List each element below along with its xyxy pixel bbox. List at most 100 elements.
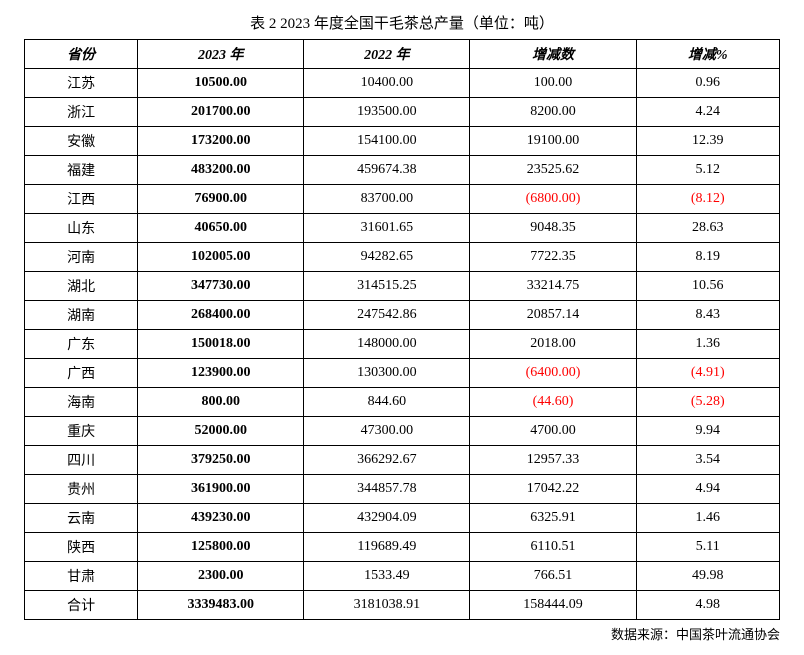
cell-province: 河南 (25, 243, 138, 272)
cell-diff: (44.60) (470, 388, 636, 417)
cell-diff: 19100.00 (470, 127, 636, 156)
cell-diff: 7722.35 (470, 243, 636, 272)
table-title: 表 2 2023 年度全国干毛茶总产量（单位：吨） (24, 12, 780, 33)
cell-pct: 10.56 (636, 272, 779, 301)
col-2023: 2023 年 (138, 40, 304, 69)
cell-2022: 3181038.91 (304, 591, 470, 620)
cell-province: 海南 (25, 388, 138, 417)
table-row: 重庆52000.0047300.004700.009.94 (25, 417, 780, 446)
col-province: 省份 (25, 40, 138, 69)
cell-province: 江西 (25, 185, 138, 214)
cell-pct: 5.12 (636, 156, 779, 185)
cell-2022: 1533.49 (304, 562, 470, 591)
cell-pct: 28.63 (636, 214, 779, 243)
cell-diff: 100.00 (470, 69, 636, 98)
table-row: 陕西125800.00119689.496110.515.11 (25, 533, 780, 562)
cell-2022: 366292.67 (304, 446, 470, 475)
table-row: 湖北347730.00314515.2533214.7510.56 (25, 272, 780, 301)
table-row: 云南439230.00432904.096325.911.46 (25, 504, 780, 533)
cell-2023: 76900.00 (138, 185, 304, 214)
cell-diff: 9048.35 (470, 214, 636, 243)
cell-pct: 8.43 (636, 301, 779, 330)
cell-2023: 123900.00 (138, 359, 304, 388)
cell-2023: 150018.00 (138, 330, 304, 359)
cell-2023: 800.00 (138, 388, 304, 417)
cell-pct: 3.54 (636, 446, 779, 475)
cell-2023: 10500.00 (138, 69, 304, 98)
cell-2023: 439230.00 (138, 504, 304, 533)
data-table: 省份 2023 年 2022 年 增减数 增减% 江苏10500.0010400… (24, 39, 780, 620)
col-pct: 增减% (636, 40, 779, 69)
cell-province: 四川 (25, 446, 138, 475)
cell-province: 湖北 (25, 272, 138, 301)
cell-pct: 4.94 (636, 475, 779, 504)
cell-province: 广西 (25, 359, 138, 388)
cell-pct: 5.11 (636, 533, 779, 562)
cell-2023: 52000.00 (138, 417, 304, 446)
cell-diff: 33214.75 (470, 272, 636, 301)
cell-2023: 483200.00 (138, 156, 304, 185)
cell-province: 陕西 (25, 533, 138, 562)
table-row: 合计3339483.003181038.91158444.094.98 (25, 591, 780, 620)
cell-2023: 2300.00 (138, 562, 304, 591)
col-2022: 2022 年 (304, 40, 470, 69)
cell-2023: 268400.00 (138, 301, 304, 330)
cell-diff: 8200.00 (470, 98, 636, 127)
table-row: 江西76900.0083700.00(6800.00)(8.12) (25, 185, 780, 214)
cell-province: 江苏 (25, 69, 138, 98)
cell-2023: 173200.00 (138, 127, 304, 156)
cell-pct: 0.96 (636, 69, 779, 98)
cell-2023: 379250.00 (138, 446, 304, 475)
table-row: 四川379250.00366292.6712957.333.54 (25, 446, 780, 475)
cell-province: 云南 (25, 504, 138, 533)
cell-2023: 361900.00 (138, 475, 304, 504)
cell-province: 安徽 (25, 127, 138, 156)
cell-province: 甘肃 (25, 562, 138, 591)
cell-pct: 12.39 (636, 127, 779, 156)
cell-diff: 6110.51 (470, 533, 636, 562)
data-source: 数据来源：中国茶叶流通协会 (24, 624, 780, 643)
cell-2022: 154100.00 (304, 127, 470, 156)
cell-diff: 4700.00 (470, 417, 636, 446)
cell-2022: 344857.78 (304, 475, 470, 504)
cell-province: 湖南 (25, 301, 138, 330)
table-row: 湖南268400.00247542.8620857.148.43 (25, 301, 780, 330)
cell-pct: 1.36 (636, 330, 779, 359)
cell-diff: 12957.33 (470, 446, 636, 475)
cell-diff: 20857.14 (470, 301, 636, 330)
table-row: 海南800.00844.60(44.60)(5.28) (25, 388, 780, 417)
cell-2022: 10400.00 (304, 69, 470, 98)
table-row: 浙江201700.00193500.008200.004.24 (25, 98, 780, 127)
col-diff: 增减数 (470, 40, 636, 69)
cell-2023: 347730.00 (138, 272, 304, 301)
table-row: 广东150018.00148000.002018.001.36 (25, 330, 780, 359)
table-row: 甘肃2300.001533.49766.5149.98 (25, 562, 780, 591)
table-row: 贵州361900.00344857.7817042.224.94 (25, 475, 780, 504)
table-row: 河南102005.0094282.657722.358.19 (25, 243, 780, 272)
cell-2022: 148000.00 (304, 330, 470, 359)
table-row: 山东40650.0031601.659048.3528.63 (25, 214, 780, 243)
cell-diff: 17042.22 (470, 475, 636, 504)
cell-2022: 119689.49 (304, 533, 470, 562)
table-row: 安徽173200.00154100.0019100.0012.39 (25, 127, 780, 156)
cell-pct: 49.98 (636, 562, 779, 591)
cell-2023: 125800.00 (138, 533, 304, 562)
cell-province: 浙江 (25, 98, 138, 127)
cell-diff: (6400.00) (470, 359, 636, 388)
cell-diff: 2018.00 (470, 330, 636, 359)
cell-2022: 193500.00 (304, 98, 470, 127)
table-body: 江苏10500.0010400.00100.000.96浙江201700.001… (25, 69, 780, 620)
cell-2022: 459674.38 (304, 156, 470, 185)
cell-diff: 23525.62 (470, 156, 636, 185)
cell-province: 广东 (25, 330, 138, 359)
cell-2022: 31601.65 (304, 214, 470, 243)
cell-2022: 94282.65 (304, 243, 470, 272)
cell-province: 重庆 (25, 417, 138, 446)
cell-province: 福建 (25, 156, 138, 185)
cell-2022: 247542.86 (304, 301, 470, 330)
cell-province: 山东 (25, 214, 138, 243)
cell-2023: 3339483.00 (138, 591, 304, 620)
cell-2022: 314515.25 (304, 272, 470, 301)
cell-2022: 130300.00 (304, 359, 470, 388)
cell-2022: 83700.00 (304, 185, 470, 214)
